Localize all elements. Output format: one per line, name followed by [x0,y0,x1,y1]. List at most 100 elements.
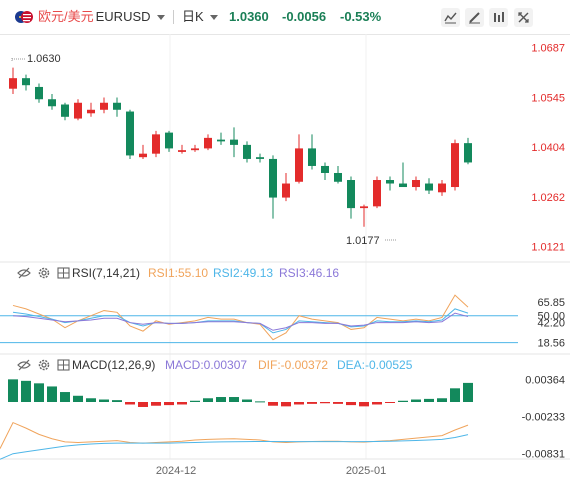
macd-bar [242,399,252,402]
indicator-switch-icon[interactable] [57,266,71,280]
macd-tick-label: 0.00364 [525,374,565,386]
macd-lines [0,421,469,460]
candle-body [217,139,225,142]
candle-body [386,180,394,184]
eye-off-icon[interactable] [17,266,31,280]
time-label-jan: 2025-01 [346,465,386,477]
divider [173,10,174,24]
candle-body [178,150,186,152]
macd-bar [398,400,408,402]
price-change-percent: -0.53% [340,9,382,24]
period-label: 日K [182,9,204,24]
min-price-label: 1.0177 [346,235,380,247]
macd-axis: 0.00364 -0.00233 -0.00831 [522,374,565,460]
rsi-header: RSI(7,14,21) RSI1:55.10 RSI2:49.13 RSI3:… [0,264,520,282]
macd-bar [112,400,122,402]
candle-body [191,148,199,151]
candle-body [74,102,82,119]
price-tick-label: 1.0545 [531,92,565,104]
price-change: -0.0056 [282,9,327,24]
eye-off-icon[interactable] [17,358,31,372]
macd-bar [281,402,291,407]
dif-value: DIF:-0.00372 [258,358,329,372]
rsi-tick-label: 18.56 [537,338,565,350]
eu-us-flag-icon [15,11,33,23]
price-tick-label: 1.0262 [531,192,565,204]
macd-bar [359,402,369,407]
macd-header: MACD(12,26,9) MACD:0.00307 DIF:-0.00372 … [0,356,520,374]
draw-button[interactable] [465,8,484,27]
price-tick-label: 1.0121 [531,241,565,253]
candle-body [113,102,121,110]
pair-name: 欧元/美元 [38,9,94,24]
chart-type-icon [444,12,457,24]
macd-bar [21,380,31,402]
macd-bar [203,398,213,402]
macd-bar [60,392,70,402]
indicator-button[interactable] [489,8,508,27]
macd-bar [268,402,278,406]
macd-bar [99,399,109,402]
candle-body [399,183,407,188]
symbol-selector[interactable]: 欧元/美元 EURUSD [38,9,165,25]
gear-icon[interactable] [37,266,51,280]
macd-bar [177,402,187,405]
macd-bar [463,382,473,402]
candle-body [87,109,95,114]
rsi-title: RSI(7,14,21) [72,266,141,280]
macd-tick-label: -0.00831 [522,449,565,461]
rsi-tick-label: 65.85 [537,297,565,309]
rsi2-value: RSI2:49.13 [213,266,274,280]
candle-body [282,183,290,198]
macd-bar [151,402,161,406]
candle-body [48,99,56,107]
chart-type-button[interactable] [441,8,460,27]
candle-body [152,134,160,154]
candle-body [126,111,134,156]
macd-bar [86,398,96,402]
candlestick-series [9,67,472,227]
macd-histogram [8,379,473,407]
max-price-label: 1.0630 [27,53,61,65]
candle-body [360,206,368,209]
candle-body [243,144,251,159]
rsi-series [0,294,518,344]
candle-body [256,157,264,159]
candle-body [165,132,173,149]
macd-bar [333,402,343,404]
macd-bar [255,401,265,403]
candle-body [61,104,69,117]
rsi1-value: RSI1:55.10 [148,266,209,280]
gear-icon[interactable] [37,358,51,372]
macd-bar [229,397,239,402]
macd-bar [372,402,382,405]
candle-body [139,153,147,158]
dea-line [0,434,469,460]
price-tick-label: 1.0687 [531,43,565,55]
dif-line [0,421,469,449]
macd-bar [190,400,200,402]
candle-body [373,180,381,207]
fullscreen-icon [518,12,529,23]
macd-value: MACD:0.00307 [165,358,248,372]
candle-body [321,165,329,173]
rsi-tick-label: 42.20 [537,317,565,329]
macd-bar [216,397,226,402]
pair-code: EURUSD [95,9,151,24]
macd-bar [138,402,148,407]
period-selector[interactable]: 日K [182,9,218,25]
candle-body [35,86,43,100]
candle-body [9,78,17,89]
candle-body [438,183,446,193]
macd-title: MACD(12,26,9) [72,358,156,372]
fullscreen-button[interactable] [514,8,533,27]
indicator-switch-icon[interactable] [57,358,71,372]
candle-body [230,139,238,145]
candle-body [308,148,316,166]
chevron-down-icon [156,15,165,21]
rsi-tick-highlight [528,309,566,322]
indicator-icon [494,12,504,22]
kline-chart[interactable]: 1.0687 1.0545 1.0404 1.0262 1.0121 1.0630 1.… [0,34,570,485]
candle-body [425,183,433,191]
